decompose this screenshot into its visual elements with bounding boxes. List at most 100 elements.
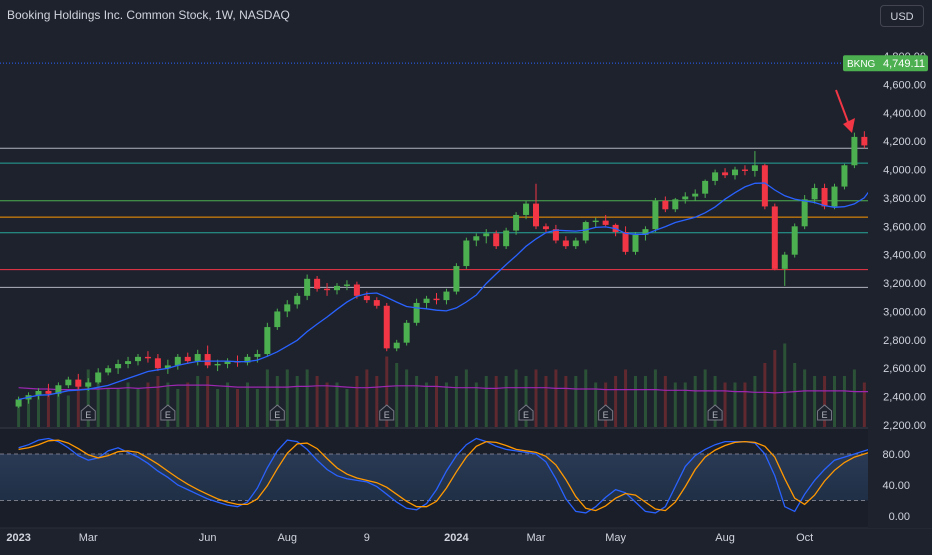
candle-body: [194, 354, 201, 362]
volume-bar: [415, 376, 419, 428]
volume-bar: [624, 369, 628, 428]
volume-bar: [524, 376, 528, 428]
volume-bar: [255, 389, 259, 428]
earnings-marker-label: E: [165, 410, 171, 420]
earnings-marker-label: E: [603, 410, 609, 420]
candle-body: [274, 311, 281, 328]
candle-body: [244, 356, 251, 363]
volume-bar: [713, 376, 717, 428]
candle-body: [174, 356, 181, 366]
candle-body: [334, 285, 340, 291]
candle-body: [294, 295, 301, 305]
chart-title: Booking Holdings Inc. Common Stock, 1W, …: [7, 8, 290, 22]
volume-bar: [494, 376, 498, 428]
volume-bar: [295, 376, 299, 428]
candle-body: [761, 165, 768, 207]
volume-bar: [634, 376, 637, 428]
time-tick-label: Mar: [79, 532, 98, 544]
price-tick-label: 4,000.00: [883, 165, 926, 177]
candle-body: [552, 229, 559, 241]
candle-body: [204, 354, 211, 366]
earnings-marker-icon: [160, 404, 176, 421]
price-tick-label: 4,400.00: [883, 108, 926, 120]
time-tick-label: 2023: [6, 532, 30, 544]
candle-body: [801, 199, 808, 227]
candle-body: [861, 136, 868, 146]
candle-body: [523, 203, 530, 215]
candle-body: [821, 187, 828, 207]
volume-bar: [504, 376, 508, 428]
candle-body: [722, 172, 729, 176]
candle-body: [831, 186, 838, 207]
last-price-value: 4,749.11: [883, 58, 925, 70]
volume-bar: [335, 382, 339, 428]
earnings-marker-label: E: [822, 410, 828, 420]
moving-average-line: [18, 146, 905, 401]
volume-bar: [763, 363, 767, 428]
volume-bar: [813, 376, 817, 428]
candle-body: [144, 356, 151, 359]
volume-bar: [454, 376, 458, 428]
candle-body: [35, 390, 42, 396]
volume-bar: [574, 376, 578, 428]
candle-body: [115, 363, 122, 369]
time-tick-label: Aug: [715, 532, 735, 544]
price-tick-label: 4,600.00: [883, 79, 926, 91]
earnings-marker-icon: [80, 404, 96, 421]
currency-button[interactable]: USD: [880, 5, 924, 27]
volume-bar: [444, 382, 448, 428]
candle-body: [433, 298, 440, 301]
candle-body: [692, 193, 699, 197]
candle-body: [304, 278, 311, 296]
price-tick-label: 2,800.00: [883, 335, 926, 347]
volume-bar: [643, 376, 647, 428]
candle-body: [533, 203, 539, 227]
candle-body: [562, 240, 569, 247]
candle-body: [791, 226, 798, 255]
candle-body: [353, 284, 360, 296]
candle-body: [15, 399, 22, 407]
volume-bar: [693, 376, 697, 428]
candle-body: [582, 222, 589, 241]
volume-bar: [116, 389, 120, 428]
candle-body: [463, 240, 470, 267]
volume-bar: [653, 369, 657, 428]
candle-body: [75, 379, 82, 387]
earnings-marker-icon: [518, 404, 534, 421]
earnings-marker-label: E: [384, 410, 390, 420]
price-tick-label: 2,600.00: [883, 363, 926, 375]
candle-body: [751, 165, 758, 171]
volume-bar: [216, 389, 220, 428]
candle-body: [95, 372, 102, 383]
volume-bar: [226, 382, 230, 428]
volume-bar: [803, 369, 807, 428]
volume-bar: [305, 369, 309, 428]
candle-body: [45, 390, 52, 394]
volume-bar: [793, 363, 797, 428]
candle-body: [314, 278, 321, 289]
volume-bar: [862, 382, 866, 428]
candle-body: [652, 200, 659, 230]
candle-body: [682, 196, 689, 200]
volume-bar: [236, 389, 239, 428]
volume-bar: [852, 369, 856, 428]
price-axis-background: [868, 29, 932, 528]
volume-bar: [723, 382, 727, 428]
candle-body: [771, 206, 778, 269]
volume-bar: [136, 389, 140, 428]
time-tick-label: Aug: [277, 532, 297, 544]
volume-bar: [186, 382, 190, 428]
candle-body: [65, 379, 72, 386]
price-tick-label: 3,600.00: [883, 221, 926, 233]
candle-body: [503, 230, 510, 247]
price-tick-label: 3,400.00: [883, 250, 926, 262]
candle-body: [423, 298, 430, 303]
volume-bar: [435, 376, 438, 428]
volume-bar: [126, 382, 130, 428]
candle-body: [781, 254, 788, 269]
earnings-marker-icon: [379, 404, 395, 421]
earnings-marker-label: E: [523, 410, 529, 420]
candle-body: [264, 327, 271, 355]
